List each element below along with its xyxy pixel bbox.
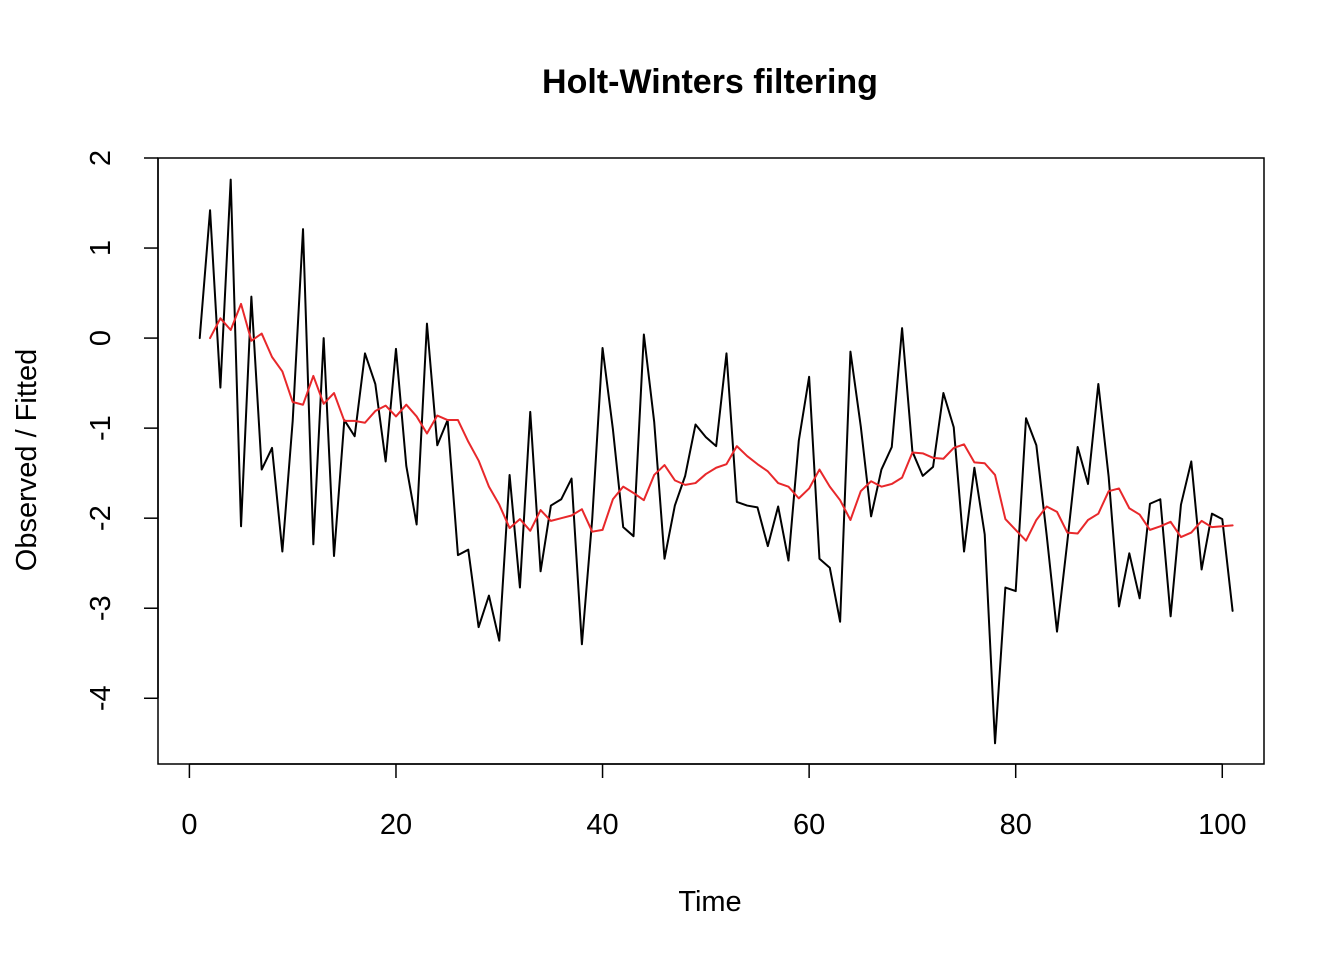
- x-tick-label: 20: [380, 809, 412, 841]
- x-axis-label: Time: [678, 886, 741, 918]
- y-tick-label: -3: [85, 595, 117, 621]
- x-tick-label: 100: [1198, 809, 1246, 841]
- y-tick-label: -4: [85, 685, 117, 711]
- x-axis: 0 20 40 60 80 100: [181, 763, 1246, 841]
- fitted-series-line: [209, 302, 1234, 542]
- y-axis: -4 -3 -2 -1 0 1 2: [85, 150, 159, 711]
- y-axis-label: Observed / Fitted: [11, 349, 43, 571]
- series-layer: [198, 178, 1234, 745]
- observed-series-line: [198, 178, 1234, 745]
- y-tick-label: -1: [85, 415, 117, 441]
- y-tick-label: -2: [85, 505, 117, 531]
- x-tick-label: 0: [181, 809, 197, 841]
- y-tick-label: 2: [85, 150, 117, 166]
- x-tick-label: 60: [793, 809, 825, 841]
- chart-title: Holt-Winters filtering: [542, 63, 878, 101]
- x-tick-label: 80: [1000, 809, 1032, 841]
- x-tick-label: 40: [586, 809, 618, 841]
- y-tick-label: 0: [85, 330, 117, 346]
- plot-frame: [157, 157, 1265, 765]
- y-tick-label: 1: [85, 240, 117, 256]
